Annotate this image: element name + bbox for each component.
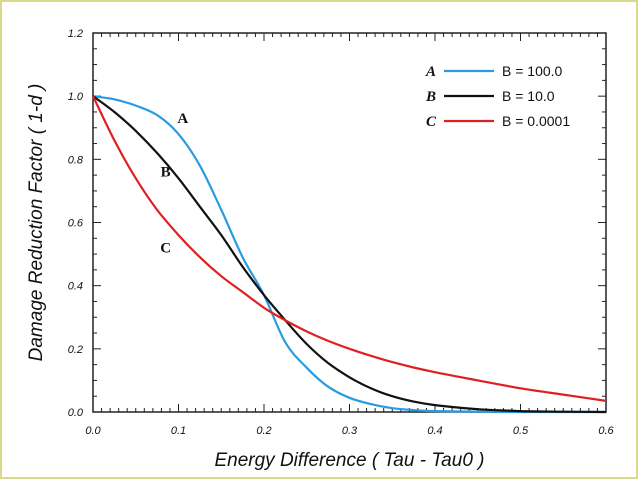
legend-letter: A [425,64,436,80]
x-tick-label: 0.1 [171,425,186,437]
x-tick-label: 0.2 [256,425,271,437]
series-line-a [92,95,606,414]
axis-tick-labels: 0.0 0.1 0.2 0.3 0.4 0.5 0.6 0.0 0.2 0.4 0.6 0.8 1.0 1… [68,28,615,437]
x-tick-label: 0.5 [513,425,529,437]
axis-ticks [92,32,607,413]
y-tick-label: 1.0 [68,91,84,103]
y-tick-label: 0.8 [68,154,84,166]
y-tick-label: 0.0 [68,407,84,419]
legend-entry: C B = 0.0001 [426,113,570,130]
y-tick-label: 0.2 [68,344,83,356]
y-tick-label: 0.6 [68,218,84,230]
y-tick-label: 0.4 [68,281,83,293]
legend-label: B = 0.0001 [502,113,570,129]
legend-label: B = 10.0 [502,88,555,104]
legend: A B = 100.0 B B = 10.0 C B = 0.0001 [425,63,570,130]
curve-label-b: B [161,165,171,181]
series-lines [92,95,607,414]
legend-letter: B [425,89,436,105]
curve-annotations: A B C [160,111,188,256]
x-tick-label: 0.4 [427,425,442,437]
series-line-c [92,95,607,402]
x-axis-title: Energy Difference ( Tau - Tau0 ) [214,450,484,471]
x-tick-label: 0.6 [598,425,614,437]
legend-entry: B B = 10.0 [425,88,555,105]
x-tick-label: 0.3 [342,425,358,437]
y-axis-title: Damage Reduction Factor ( 1-d ) [26,84,47,362]
y-tick-label: 1.2 [68,28,83,40]
series-line-b [92,95,607,414]
legend-label: B = 100.0 [502,63,563,79]
x-tick-label: 0.0 [85,425,101,437]
legend-letter: C [426,114,437,130]
curve-label-a: A [177,111,188,127]
legend-entry: A B = 100.0 [425,63,563,80]
curve-label-c: C [160,241,171,257]
